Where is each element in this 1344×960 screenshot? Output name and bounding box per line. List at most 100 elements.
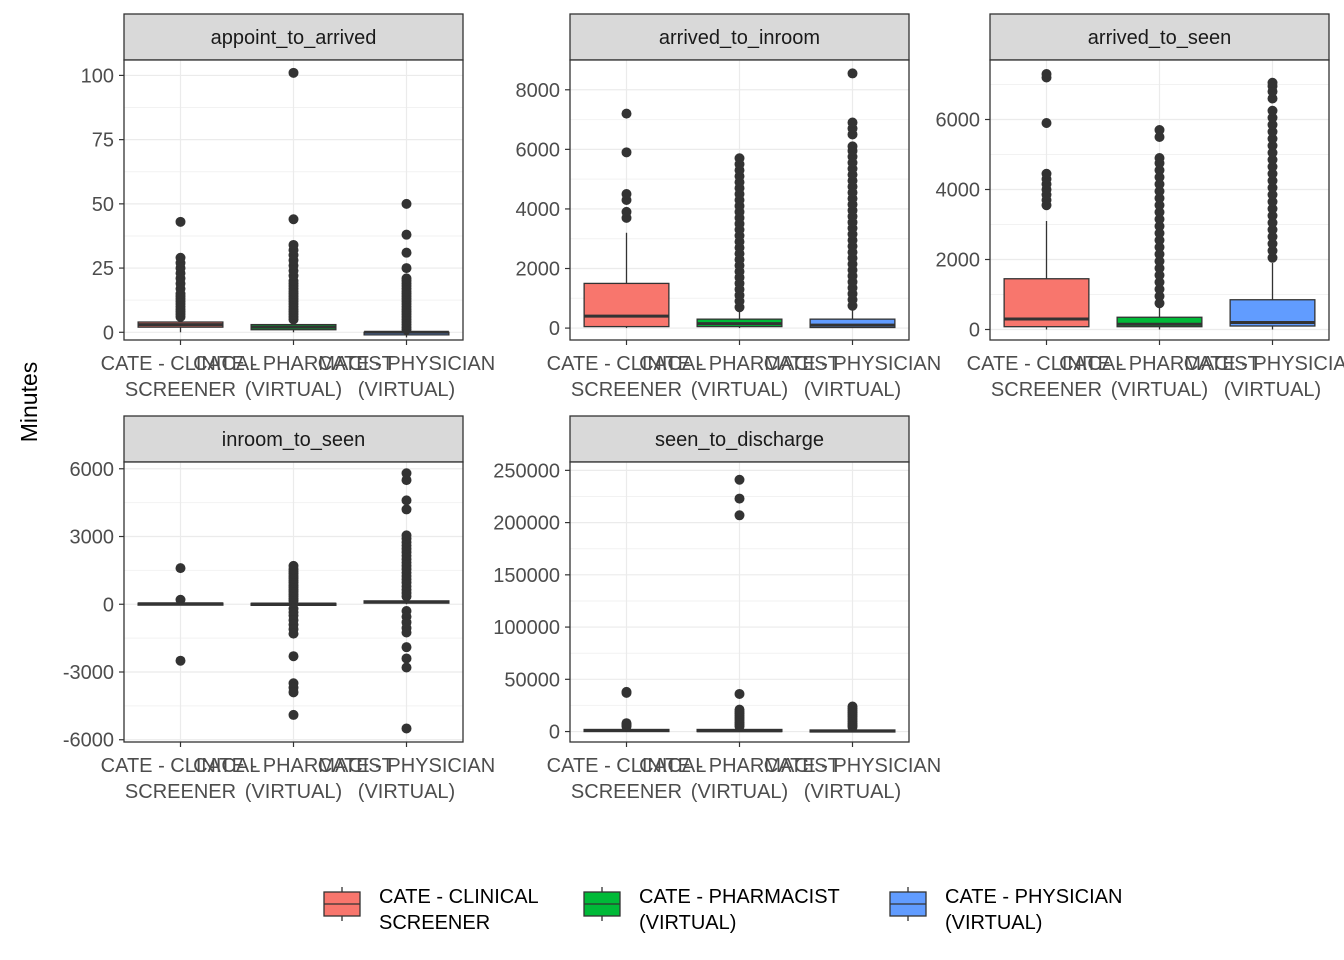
x-tick-label: CATE - CLINICAL SCREENER <box>967 353 1127 401</box>
outlier-point <box>1154 277 1165 288</box>
facet-title: seen_to_discharge <box>655 429 824 451</box>
box-0 <box>137 216 224 333</box>
outlier-point <box>401 653 412 664</box>
x-tick-label: CATE - PHARMACIST (VIRTUAL) <box>193 755 394 803</box>
outlier-point <box>1267 175 1278 186</box>
y-tick-label: 6000 <box>70 459 115 481</box>
facet-seen_to_discharge: seen_to_discharge 0 50000 100000 150000 20000… <box>493 415 941 803</box>
outlier-point <box>1267 140 1278 151</box>
facet-arrived_to_inroom: arrived_to_inroom 0 2000 4000 6000 8000 CATE -… <box>516 13 941 401</box>
outlier-point <box>1041 168 1052 179</box>
outlier-point <box>1267 238 1278 249</box>
outlier-point <box>1154 207 1165 218</box>
facet-strip <box>123 415 464 463</box>
outlier-point <box>288 214 299 225</box>
x-tick-label: CATE - CLINICAL SCREENER <box>547 755 707 803</box>
outlier-point <box>401 198 412 209</box>
outlier-point <box>401 723 412 734</box>
outlier-point <box>1154 132 1165 142</box>
outlier-point <box>1267 231 1278 242</box>
outlier-point <box>288 628 299 639</box>
y-tick-label: 250000 <box>493 460 560 482</box>
outlier-point <box>175 655 186 666</box>
outlier-point <box>847 117 858 128</box>
outlier-point <box>621 206 632 217</box>
y-tick-label: 0 <box>969 320 980 342</box>
box-0 <box>583 108 670 329</box>
outlier-point <box>1154 172 1165 183</box>
y-tick-label: 100000 <box>493 617 560 639</box>
y-tick-label: 25 <box>92 258 114 280</box>
outlier-point <box>1154 242 1165 253</box>
outlier-point <box>1154 249 1165 260</box>
outlier-point <box>621 147 632 158</box>
legend: CATE - CLINICAL SCREENER CATE - PHARMACIST… <box>323 886 1122 934</box>
y-tick-label: -6000 <box>63 730 114 752</box>
outlier-point <box>1267 154 1278 165</box>
facet-title: arrived_to_seen <box>1088 27 1231 49</box>
box-1 <box>1116 125 1203 330</box>
y-tick-label: 2000 <box>516 259 561 281</box>
outlier-point <box>734 153 745 164</box>
legend-label: CATE - PHYSICIAN (VIRTUAL) <box>945 886 1122 934</box>
outlier-point <box>1154 193 1165 204</box>
outlier-point <box>1154 165 1165 176</box>
facet-strip <box>989 13 1330 61</box>
box-1 <box>250 67 337 333</box>
outlier-point <box>401 642 412 653</box>
y-tick-label: 150000 <box>493 565 560 587</box>
y-axis-title: Minutes <box>16 362 42 443</box>
y-tick-label: 50 <box>92 194 114 216</box>
outlier-point <box>734 688 745 699</box>
outlier-point <box>1267 119 1278 130</box>
outlier-point <box>1267 161 1278 172</box>
outlier-point <box>1267 133 1278 144</box>
outlier-point <box>1154 270 1165 281</box>
outlier-point <box>1267 252 1278 263</box>
outlier-point <box>1267 245 1278 256</box>
facet-title: appoint_to_arrived <box>211 27 377 49</box>
facet-title: inroom_to_seen <box>222 429 365 451</box>
x-tick-label: CATE - PHYSICIAN (VIRTUAL) <box>318 353 495 401</box>
outlier-point <box>288 67 299 78</box>
x-tick-label: CATE - PHYSICIAN (VIRTUAL) <box>318 755 495 803</box>
outlier-point <box>621 686 632 697</box>
outlier-point <box>1154 263 1165 274</box>
y-tick-label: 100 <box>81 65 114 87</box>
outlier-point <box>401 627 412 638</box>
x-tick-label: CATE - PHARMACIST (VIRTUAL) <box>639 353 840 401</box>
box-2 <box>809 701 896 733</box>
box-1 <box>696 474 783 733</box>
outlier-point <box>1267 196 1278 207</box>
y-tick-label: 50000 <box>504 669 560 691</box>
outlier-point <box>1267 147 1278 158</box>
y-tick-label: 75 <box>92 130 114 152</box>
outlier-point <box>847 141 858 152</box>
y-tick-label: 6000 <box>936 110 981 132</box>
outlier-point <box>1267 112 1278 123</box>
box-1 <box>250 560 337 720</box>
x-tick-label: CATE - PHYSICIAN (VIRTUAL) <box>764 353 941 401</box>
y-tick-label: 8000 <box>516 80 561 102</box>
outlier-point <box>401 495 412 506</box>
y-tick-label: 0 <box>103 322 114 344</box>
x-tick-label: CATE - PHARMACIST (VIRTUAL) <box>1059 353 1260 401</box>
outlier-point <box>734 510 745 521</box>
outlier-point <box>288 239 299 250</box>
outlier-point <box>734 704 745 715</box>
outlier-point <box>401 530 412 541</box>
legend-entry-2: CATE - PHYSICIAN (VIRTUAL) <box>889 886 1122 934</box>
outlier-point <box>175 594 186 605</box>
outlier-point <box>288 651 299 662</box>
y-tick-label: 4000 <box>936 180 981 202</box>
facet-panels: appoint_to_arrived 0 25 50 75 100 CATE - CLINI… <box>63 13 1344 803</box>
outlier-point <box>734 493 745 504</box>
outlier-point <box>1154 125 1165 135</box>
outlier-point <box>1154 200 1165 211</box>
outlier-point <box>1267 182 1278 193</box>
y-tick-label: 0 <box>549 722 560 744</box>
outlier-point <box>401 662 412 673</box>
x-tick-label: CATE - CLINICAL SCREENER <box>101 755 261 803</box>
outlier-point <box>1267 93 1278 104</box>
outlier-point <box>175 216 186 227</box>
